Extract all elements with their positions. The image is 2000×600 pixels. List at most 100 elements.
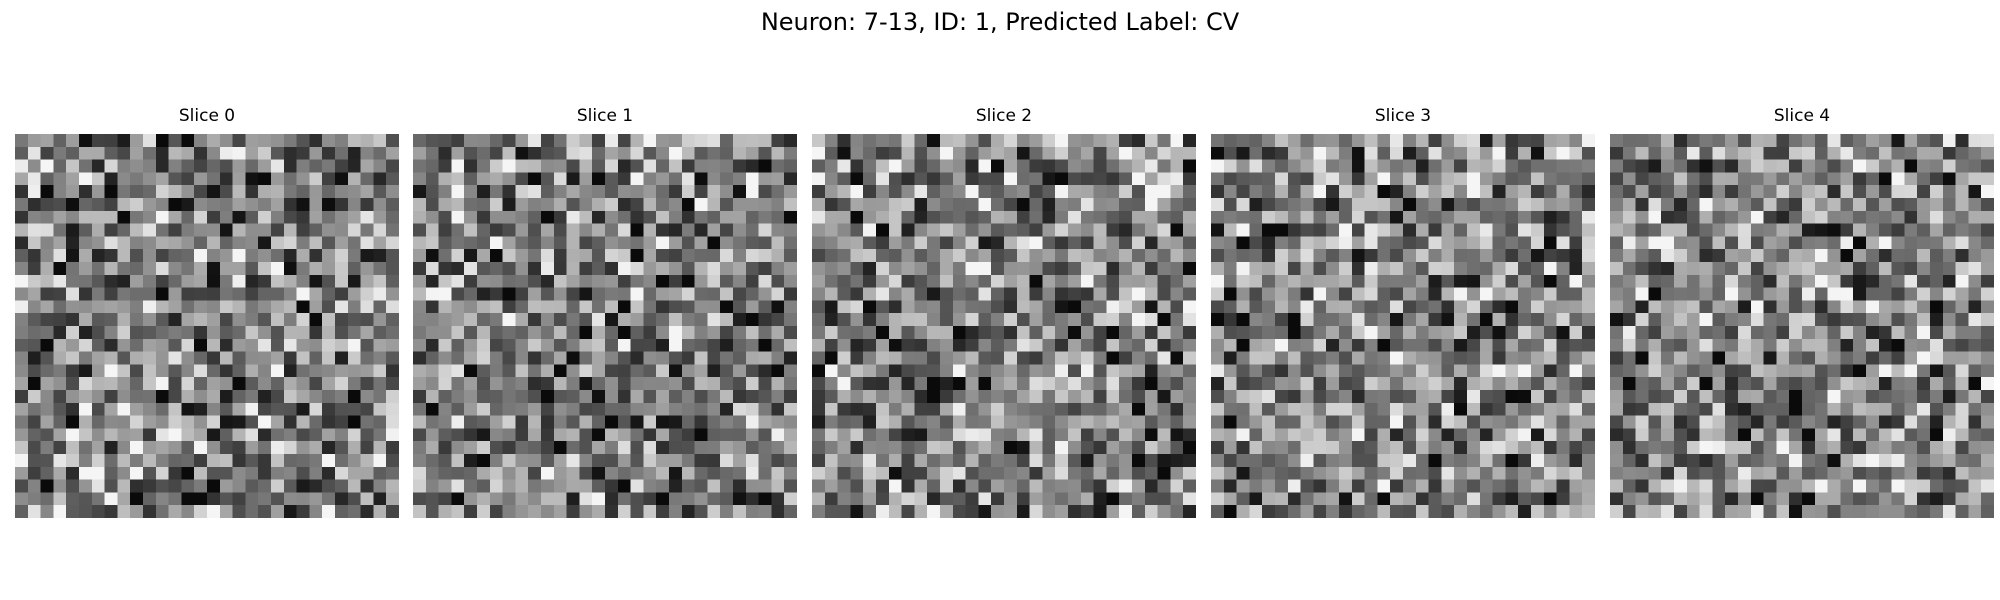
heatmap-cell [1262, 159, 1276, 173]
heatmap-cell [1955, 402, 1969, 417]
heatmap-cell [1029, 390, 1043, 404]
heatmap-cell [1364, 159, 1378, 173]
heatmap-cell [758, 415, 772, 429]
heatmap-cell [1814, 198, 1829, 212]
heatmap-cell [1750, 338, 1765, 353]
heatmap-cell [1211, 223, 1225, 237]
heatmap-cell [914, 185, 928, 199]
heatmap-cell [1891, 172, 1905, 186]
heatmap-cell [1531, 274, 1545, 289]
heatmap-cell [1622, 134, 1637, 148]
heatmap-cell [53, 185, 67, 199]
heatmap-cell [876, 326, 890, 340]
heatmap-cell [1699, 146, 1713, 161]
heatmap-cell [1262, 505, 1276, 518]
heatmap-cell [502, 210, 516, 225]
heatmap-cell [515, 287, 529, 301]
heatmap-cell [1170, 492, 1184, 506]
heatmap-cell [1904, 505, 1918, 518]
heatmap-cell [771, 338, 785, 353]
heatmap-cell [927, 454, 941, 468]
heatmap-cell [1132, 505, 1146, 518]
heatmap-cell [53, 441, 67, 455]
heatmap-cell [335, 223, 349, 237]
heatmap-cell [643, 185, 657, 199]
heatmap-cell [477, 326, 491, 340]
heatmap-cell [812, 185, 826, 199]
heatmap-cell [181, 402, 195, 417]
heatmap-cell [1042, 185, 1056, 199]
heatmap-cell [1132, 479, 1146, 493]
heatmap-cell [1068, 505, 1082, 518]
heatmap-cell [1326, 236, 1340, 250]
heatmap-cell [309, 198, 323, 212]
heatmap-cell [1866, 390, 1880, 404]
heatmap-cell [784, 146, 797, 161]
heatmap-cell [1004, 377, 1018, 391]
heatmap-cell [1827, 134, 1841, 148]
heatmap-cell [1144, 146, 1159, 161]
heatmap-cell [245, 492, 259, 506]
heatmap-cell [1262, 198, 1276, 212]
heatmap-cell [1364, 210, 1378, 225]
heatmap-cell [1403, 146, 1417, 161]
heatmap-cell [1802, 377, 1816, 391]
heatmap-cell [1016, 466, 1031, 481]
heatmap-cell [1415, 134, 1430, 148]
heatmap-cell [1827, 377, 1841, 391]
heatmap-cell [876, 505, 890, 518]
heatmap-cell [1904, 338, 1918, 353]
heatmap-cell [1042, 390, 1056, 404]
heatmap-cell [1904, 313, 1918, 327]
heatmap-cell [1543, 428, 1558, 442]
heatmap-cell [901, 351, 915, 365]
heatmap-cell [1802, 338, 1816, 353]
heatmap-cell [104, 236, 118, 250]
heatmap-cell [1249, 492, 1263, 506]
heatmap-cell [1674, 377, 1688, 391]
heatmap-cell [1712, 326, 1726, 340]
heatmap-cell [991, 326, 1005, 340]
heatmap-cell [837, 364, 851, 378]
heatmap-cell [1968, 402, 1982, 417]
heatmap-cell [1556, 210, 1570, 225]
heatmap-cell [758, 210, 772, 225]
heatmap-cell [207, 236, 221, 250]
heatmap-cell [335, 377, 349, 391]
heatmap-cell [66, 300, 80, 314]
heatmap-cell [1313, 428, 1327, 442]
heatmap-cell [309, 402, 323, 417]
heatmap-cell [1814, 466, 1829, 481]
heatmap-cell [360, 492, 374, 506]
heatmap-cell [1891, 402, 1905, 417]
heatmap-cell [1351, 390, 1366, 404]
heatmap-cell [669, 466, 683, 481]
heatmap-cell [283, 390, 298, 404]
heatmap-cell [927, 415, 941, 429]
heatmap-cell [1223, 454, 1238, 468]
heatmap-cell [758, 236, 772, 250]
heatmap-cell [438, 338, 452, 353]
heatmap-cell [1080, 390, 1095, 404]
heatmap-cell [1968, 210, 1982, 225]
heatmap-cell [1738, 505, 1752, 518]
heatmap-cell [347, 249, 362, 263]
heatmap-cell [605, 351, 619, 365]
heatmap-cell [863, 185, 877, 199]
heatmap-cell [1339, 390, 1353, 404]
heatmap-cell [1467, 300, 1481, 314]
heatmap-cell [707, 454, 721, 468]
heatmap-cell [927, 134, 941, 148]
heatmap-cell [1093, 198, 1107, 212]
heatmap-cell [464, 198, 478, 212]
heatmap-cell [425, 390, 440, 404]
heatmap-cell [812, 146, 826, 161]
heatmap-cell [630, 479, 644, 493]
heatmap-cell [1610, 262, 1624, 276]
heatmap-cell [914, 441, 928, 455]
heatmap-cell [1080, 198, 1095, 212]
heatmap-cell [1610, 236, 1624, 250]
heatmap-cell [258, 338, 272, 353]
heatmap-cell [1518, 185, 1532, 199]
heatmap-cell [914, 338, 928, 353]
